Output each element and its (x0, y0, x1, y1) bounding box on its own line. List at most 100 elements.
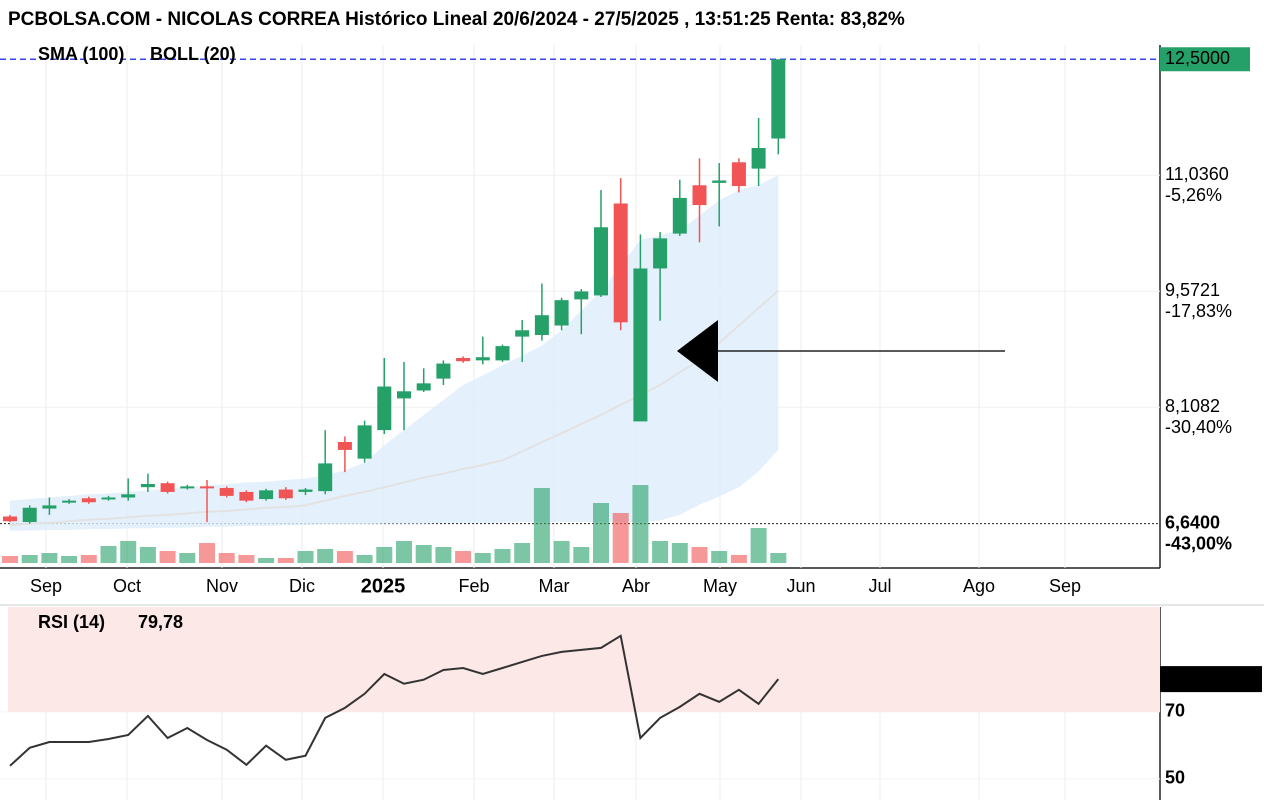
volume-bar (218, 553, 235, 563)
candle-body (554, 300, 569, 326)
x-tick-label: Nov (206, 576, 238, 596)
candle-body (278, 489, 293, 499)
candle-body (397, 391, 411, 399)
volume-bar (277, 558, 294, 563)
volume-bar (376, 547, 393, 563)
candle-body (337, 442, 352, 450)
legend-sma: SMA (100) (38, 44, 124, 64)
candle-body (357, 425, 372, 459)
volume-bar (356, 555, 373, 563)
volume-bar (730, 555, 747, 563)
volume-bar (474, 553, 491, 563)
volume-bar (455, 551, 472, 563)
sma-line (9, 289, 779, 527)
volume-bar (159, 551, 176, 563)
candle-body (653, 238, 668, 269)
rsi-box-label: 79,780 (1165, 668, 1220, 688)
volume-bar (199, 543, 215, 563)
y-tick-change: -43,00% (1165, 533, 1232, 553)
candle-body (594, 227, 608, 296)
x-tick-label: Mar (539, 576, 570, 596)
candle-body (121, 494, 136, 498)
volume-bar (691, 547, 708, 563)
x-tick-label: Abr (622, 576, 650, 596)
volume-bar (297, 551, 314, 563)
volume-bar (612, 513, 629, 563)
candle-body (200, 486, 214, 489)
volume-bar (573, 547, 590, 563)
volume-bar (396, 541, 412, 563)
candle-body (3, 516, 17, 522)
volume-bar (553, 541, 570, 563)
rsi-value-box (1160, 666, 1262, 693)
volume-bar (671, 543, 688, 563)
candle-body (22, 507, 37, 523)
candle-body (42, 505, 57, 509)
candle-body (259, 490, 274, 500)
volume-bar (41, 553, 58, 563)
volume-bar (21, 555, 38, 563)
volume-bar (750, 528, 767, 563)
volume-bar (179, 553, 196, 563)
volume-bar (139, 547, 156, 563)
candle-body (140, 484, 155, 488)
volume-bar (336, 551, 353, 563)
rsi-value-label: 79,78 (138, 612, 183, 632)
y-tick-label: 8,1082 (1165, 396, 1220, 416)
candle-body (712, 180, 727, 183)
candle-body (456, 358, 471, 362)
candle-body (318, 463, 333, 492)
candle-body (160, 483, 175, 492)
candle-body (101, 497, 116, 500)
y-tick-change: -17,83% (1165, 301, 1232, 321)
candle-body (416, 383, 431, 391)
candle-body (495, 346, 510, 361)
x-tick-label: Jul (868, 576, 891, 596)
volume-bar (61, 556, 78, 563)
x-tick-label: 2025 (361, 575, 406, 597)
x-tick-label: Ago (963, 576, 995, 596)
volume-bar (435, 547, 452, 563)
candle-body (62, 500, 77, 503)
candle-body (751, 148, 766, 169)
volume-bar (120, 541, 137, 563)
x-tick-label: Dic (289, 576, 315, 596)
candle-body (298, 489, 313, 492)
rsi-tick-label: 70 (1165, 701, 1185, 721)
volume-bar (711, 551, 728, 563)
volume-bar (494, 549, 511, 563)
volume-bar (317, 549, 334, 563)
rsi-name: RSI (14) (38, 612, 105, 632)
candle-body (475, 357, 490, 361)
candle-body (180, 486, 195, 489)
last-price-box (1160, 47, 1250, 72)
candle-body (377, 386, 392, 431)
rsi-tick-label: 50 (1165, 768, 1185, 788)
candle-body (633, 268, 648, 422)
volume-bar (514, 543, 531, 563)
x-tick-label: Sep (30, 576, 62, 596)
volume-bar (238, 555, 255, 563)
y-tick-change: -30,40% (1165, 417, 1232, 437)
candle-body (574, 291, 589, 300)
y-tick-label: 9,5721 (1165, 280, 1220, 300)
candle-body (219, 487, 234, 496)
x-tick-label: Jun (786, 576, 815, 596)
candle-body (515, 330, 530, 337)
x-tick-label: Feb (458, 576, 489, 596)
y-tick-change: -5,26% (1165, 185, 1222, 205)
rsi-line (9, 634, 780, 767)
rsi-overbought-zone (8, 607, 1160, 712)
last-price-label: 12,5000 (1165, 48, 1230, 68)
volume-bar (652, 541, 669, 563)
candle-body (239, 491, 254, 501)
candle-body (534, 315, 549, 336)
volume-bar (533, 488, 550, 563)
candle-body (692, 185, 707, 206)
volume-bar (2, 556, 18, 563)
volume-bar (632, 485, 649, 563)
annotation-arrow-head (677, 320, 718, 382)
candle-body (436, 363, 451, 379)
